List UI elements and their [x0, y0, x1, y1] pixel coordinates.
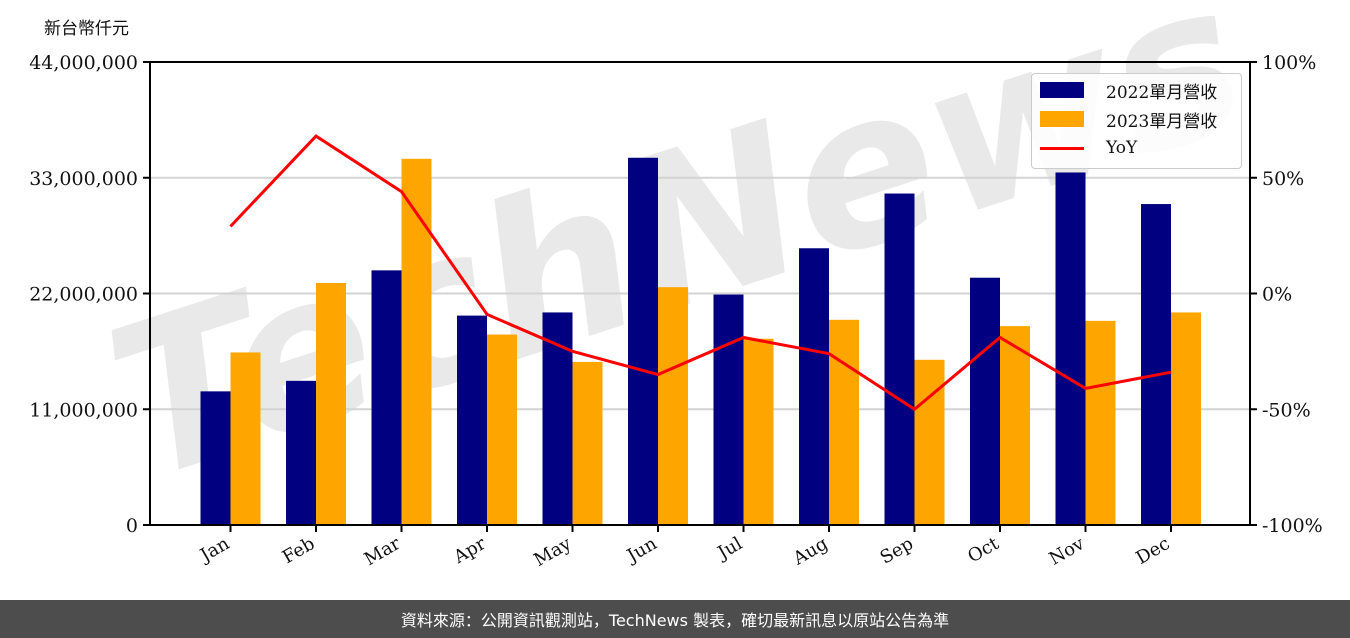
x-tick-label-sep: Sep [877, 533, 917, 568]
source-footer: 資料來源：公開資訊觀測站，TechNews 製表，確切最新訊息以原站公告為準 [0, 600, 1350, 638]
bar-2022-jan [200, 391, 231, 525]
x-tick-label-oct: Oct [964, 533, 1003, 568]
y-tick-label: 11,000,000 [29, 399, 138, 421]
y-tick-label: 33,000,000 [29, 168, 138, 190]
bar-2023-jul [743, 338, 774, 525]
bar-2023-aug [829, 319, 859, 525]
bar-2023-jun [658, 287, 688, 525]
y2-tick-label: 0% [1262, 284, 1292, 306]
y2-tick-label: 50% [1262, 168, 1304, 190]
bar-2022-mar [371, 270, 402, 525]
chart-legend: 2022單月營收 2023單月營收 YoY [1031, 73, 1242, 169]
y-tick-label: 22,000,000 [29, 284, 138, 306]
bar-2023-apr [487, 334, 517, 525]
bar-2022-oct [970, 277, 1000, 525]
y2-tick-label: -50% [1262, 399, 1311, 421]
bar-2023-jan [230, 352, 261, 525]
y-axis-unit-label: 新台幣仟元 [44, 19, 129, 39]
y-tick-label: 44,000,000 [29, 52, 138, 74]
x-tick-label-may: May [530, 533, 575, 571]
legend-item-yoy: YoY [1040, 136, 1137, 160]
bar-2023-nov [1085, 320, 1116, 525]
x-tick-label-aug: Aug [789, 533, 832, 570]
source-footer-text: 資料來源：公開資訊觀測站，TechNews 製表，確切最新訊息以原站公告為準 [400, 611, 950, 630]
y-tick-label: 0 [126, 515, 138, 537]
x-tick-label-dec: Dec [1133, 533, 1174, 569]
bar-2023-mar [401, 158, 432, 526]
bar-2023-may [572, 361, 603, 525]
bar-series [200, 157, 1201, 526]
bar-2022-apr [457, 315, 487, 525]
x-tick-label-apr: Apr [449, 533, 489, 568]
y2-tick-label: 100% [1262, 52, 1316, 74]
x-tick-label-jan: Jan [195, 533, 233, 567]
x-tick-label-jun: Jun [622, 533, 661, 568]
bar-2022-dec [1141, 204, 1171, 525]
y2-tick-label: -100% [1262, 515, 1323, 537]
yoy-line-series [229, 134, 1172, 412]
bar-2023-oct [1000, 326, 1030, 525]
legend-swatch-2022 [1040, 82, 1084, 98]
bar-2023-dec [1171, 312, 1201, 525]
right-y-axis-ticks: -100% -50% 0% 50% 100% [1250, 52, 1323, 537]
x-tick-label-nov: Nov [1046, 533, 1089, 570]
bar-2022-jul [713, 294, 744, 525]
bar-2022-nov [1055, 172, 1086, 525]
yoy-line [229, 134, 1172, 412]
bar-2023-sep [914, 359, 945, 525]
legend-label-2023: 2023單月營收 [1106, 111, 1218, 132]
legend-item-2022: 2022單月營收 [1040, 78, 1218, 103]
x-tick-label-jul: Jul [712, 533, 746, 565]
legend-item-2023: 2023單月營收 [1040, 107, 1218, 132]
bar-2022-jun [628, 157, 658, 525]
revenue-chart: TechNews 011,000,00022,000,00033,000,000… [29, 0, 1323, 571]
x-tick-label-mar: Mar [361, 533, 405, 570]
legend-swatch-2023 [1040, 111, 1084, 127]
legend-line-yoy [1040, 146, 1084, 150]
legend-label-2022: 2022單月營收 [1106, 82, 1218, 103]
legend-label-yoy: YoY [1106, 138, 1138, 158]
left-y-axis-ticks: 0 11,000,000 22,000,000 33,000,000 44,000,00… [29, 52, 150, 537]
bar-2023-feb [316, 282, 346, 525]
bar-2022-feb [286, 380, 316, 525]
x-axis-ticks: Jan Feb Mar Apr May Jun Jul Aug Sep Oct Nov Dec [195, 525, 1174, 571]
bar-2022-aug [799, 248, 829, 526]
x-tick-label-feb: Feb [279, 533, 319, 568]
bar-2022-sep [884, 193, 915, 525]
